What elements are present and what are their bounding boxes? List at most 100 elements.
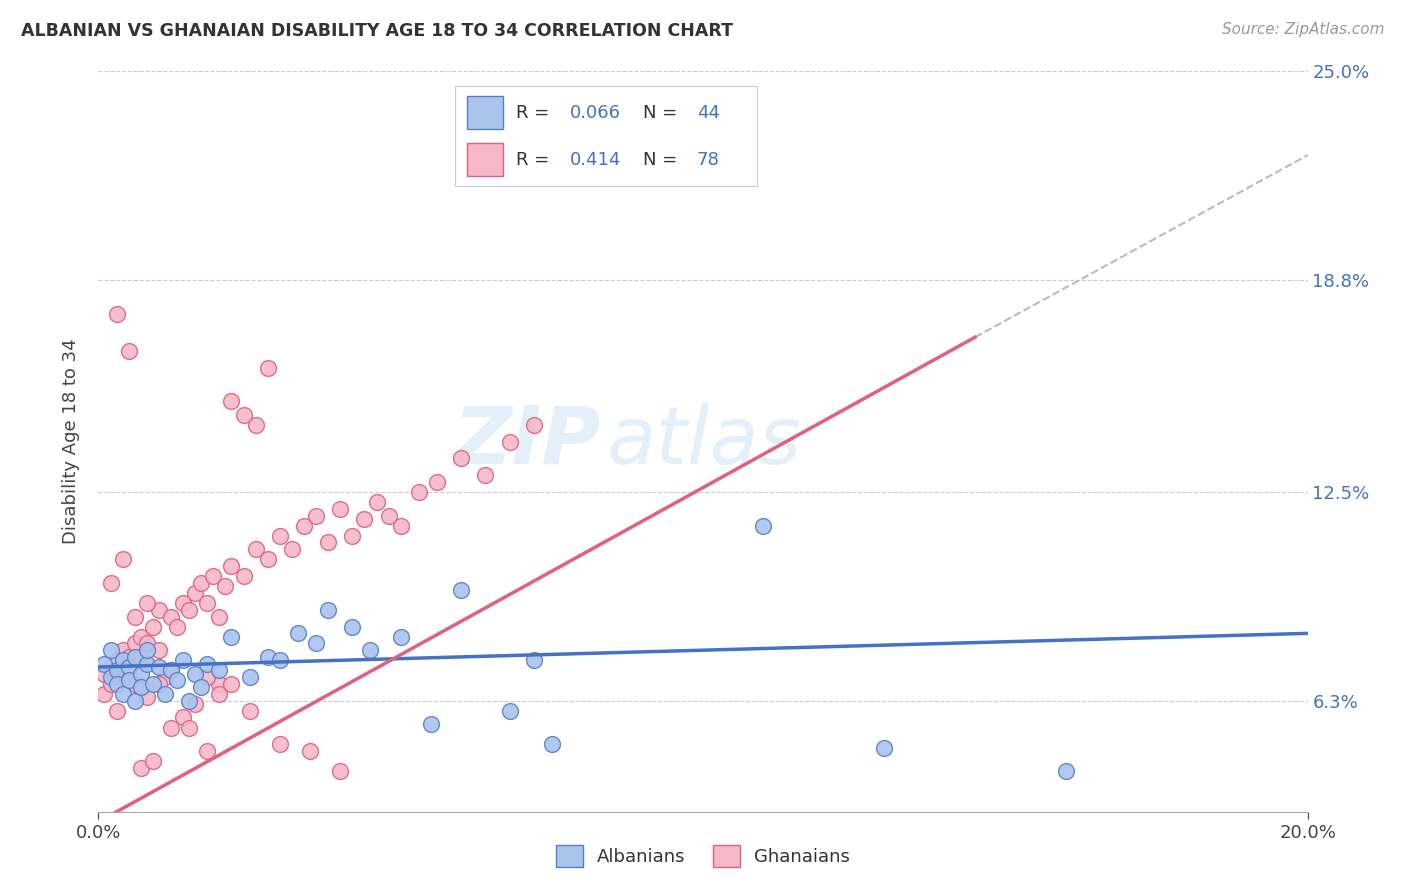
Point (93, 687, 115, 701)
Point (190, 575, 212, 590)
Point (111, 552, 134, 566)
Point (214, 579, 236, 593)
Point (377, 508, 399, 523)
Point (179, 694, 201, 708)
Point (184, 697, 207, 711)
Point (153, 670, 176, 684)
Point (148, 660, 170, 674)
Point (160, 664, 183, 678)
Point (93, 657, 115, 671)
Point (329, 764, 352, 779)
Point (172, 653, 194, 667)
Point (111, 670, 134, 684)
Point (184, 586, 207, 600)
Point (269, 653, 291, 667)
Text: ZIP: ZIP (453, 402, 600, 481)
Point (135, 636, 157, 650)
Point (100, 575, 122, 590)
Point (232, 569, 254, 583)
Point (474, 468, 496, 483)
Point (111, 687, 134, 701)
Point (1054, 764, 1077, 779)
Point (135, 690, 157, 705)
Point (166, 673, 188, 688)
Point (172, 596, 194, 610)
Point (208, 677, 231, 691)
Point (100, 643, 122, 657)
Point (124, 636, 146, 650)
Point (329, 501, 352, 516)
Point (111, 643, 134, 657)
Point (129, 630, 152, 644)
Point (124, 649, 146, 664)
Point (221, 630, 243, 644)
Point (105, 653, 128, 667)
Point (245, 542, 267, 557)
Point (498, 434, 520, 449)
Point (299, 744, 322, 758)
Point (342, 529, 364, 543)
Point (105, 307, 128, 321)
Point (148, 677, 170, 691)
Point (129, 761, 152, 775)
Point (166, 619, 188, 633)
Point (135, 596, 157, 610)
Point (129, 649, 152, 664)
Point (202, 569, 225, 583)
Point (523, 653, 546, 667)
Point (450, 451, 472, 466)
Point (256, 649, 278, 664)
Point (195, 670, 218, 684)
Point (221, 677, 243, 691)
Point (124, 609, 146, 624)
Point (208, 609, 231, 624)
Point (353, 512, 375, 526)
Point (269, 738, 291, 752)
Point (287, 626, 309, 640)
Point (118, 649, 141, 664)
Point (118, 343, 141, 358)
Point (172, 710, 194, 724)
Point (873, 740, 896, 755)
Point (316, 603, 339, 617)
Point (179, 603, 201, 617)
Point (305, 636, 328, 650)
Point (124, 694, 146, 708)
Point (389, 630, 412, 644)
Point (118, 660, 141, 674)
Point (148, 603, 170, 617)
Point (195, 744, 218, 758)
Point (420, 717, 443, 731)
Point (160, 664, 183, 678)
Point (105, 664, 128, 678)
Legend: Albanians, Ghanaians: Albanians, Ghanaians (548, 838, 858, 874)
Point (105, 704, 128, 718)
Point (523, 417, 546, 432)
Point (135, 643, 157, 657)
Point (239, 704, 262, 718)
Point (135, 657, 157, 671)
Point (160, 721, 183, 735)
Point (208, 664, 231, 678)
Point (142, 619, 165, 633)
Point (142, 754, 165, 768)
Point (269, 529, 291, 543)
Point (208, 687, 231, 701)
Point (316, 535, 339, 549)
Point (105, 677, 128, 691)
Point (153, 687, 176, 701)
Point (100, 677, 122, 691)
Point (195, 596, 218, 610)
Point (124, 677, 146, 691)
Point (366, 495, 388, 509)
Point (498, 704, 520, 718)
Point (342, 619, 364, 633)
Point (118, 673, 141, 688)
Point (540, 738, 562, 752)
Point (184, 666, 207, 681)
Point (752, 518, 775, 533)
Point (221, 394, 243, 409)
Text: Source: ZipAtlas.com: Source: ZipAtlas.com (1222, 22, 1385, 37)
Point (232, 408, 254, 422)
Point (305, 508, 328, 523)
